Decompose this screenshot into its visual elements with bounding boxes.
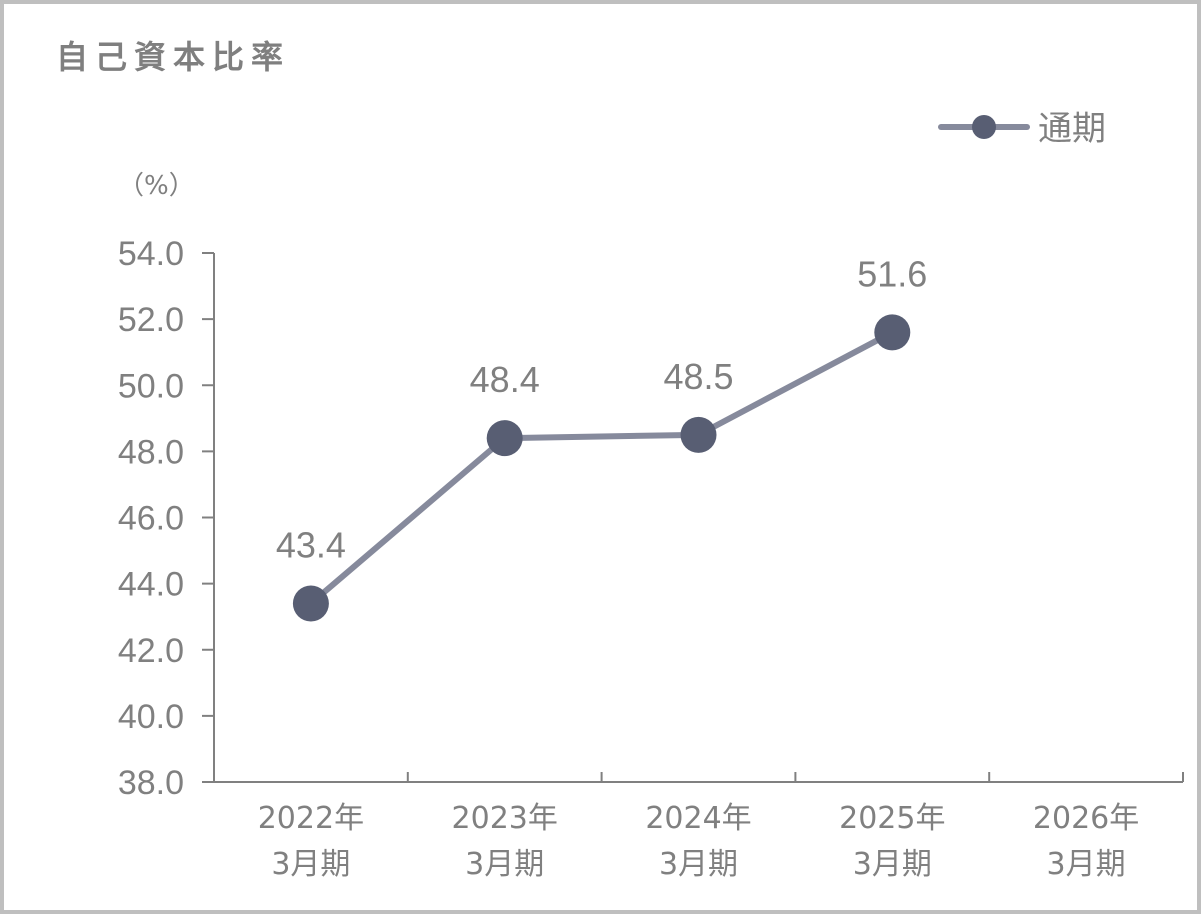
x-category-year: 2022年 (258, 801, 364, 836)
x-category-label: 2026年 3月期 (1033, 801, 1139, 882)
y-axis: 38.0 40.0 42.0 44.0 46.0 48.0 50.0 52.0 54.0 (118, 235, 215, 802)
y-tick-label: 40.0 (118, 698, 184, 736)
x-category-year: 2026年 (1033, 801, 1139, 836)
legend-marker-icon (972, 115, 996, 139)
x-category-label: 2022年 3月期 (258, 801, 364, 882)
y-tick-label: 42.0 (118, 632, 184, 670)
data-series: 43.4 48.4 48.5 51.6 (276, 253, 927, 622)
series-line (308, 329, 894, 606)
x-axis: 2022年 3月期 2023年 3月期 2024年 3月期 2025年 3月期 2026年 3月期 (202, 772, 1184, 882)
x-category-label: 2023年 3月期 (452, 801, 558, 882)
x-category-period: 3月期 (271, 847, 350, 882)
y-tick-label: 38.0 (118, 764, 184, 802)
data-point-marker (874, 314, 911, 351)
data-value-label: 51.6 (857, 253, 927, 294)
y-axis-unit-label: （%） (118, 171, 195, 201)
y-tick-label: 54.0 (118, 235, 184, 273)
chart-title: 自己資本比率 (56, 38, 291, 76)
data-value-label: 43.4 (276, 524, 346, 565)
y-tick-label: 52.0 (118, 301, 184, 339)
y-tick-label: 46.0 (118, 500, 184, 538)
y-tick-label: 50.0 (118, 367, 184, 405)
legend-label: 通期 (1038, 109, 1106, 149)
x-category-label: 2025年 3月期 (839, 801, 945, 882)
x-category-period: 3月期 (465, 847, 544, 882)
x-category-label: 2024年 3月期 (645, 801, 751, 882)
data-value-label: 48.4 (470, 359, 540, 400)
x-category-period: 3月期 (1047, 847, 1126, 882)
x-category-year: 2025年 (839, 801, 945, 836)
data-point-marker (680, 416, 717, 453)
y-tick-label: 44.0 (118, 566, 184, 604)
data-point-marker (486, 420, 523, 457)
x-category-period: 3月期 (659, 847, 738, 882)
x-category-period: 3月期 (853, 847, 932, 882)
data-value-label: 48.5 (663, 356, 733, 397)
x-category-year: 2024年 (645, 801, 751, 836)
y-tick-label: 48.0 (118, 433, 184, 471)
data-point-marker (292, 585, 329, 622)
x-category-year: 2023年 (452, 801, 558, 836)
legend: 通期 (938, 109, 1106, 149)
